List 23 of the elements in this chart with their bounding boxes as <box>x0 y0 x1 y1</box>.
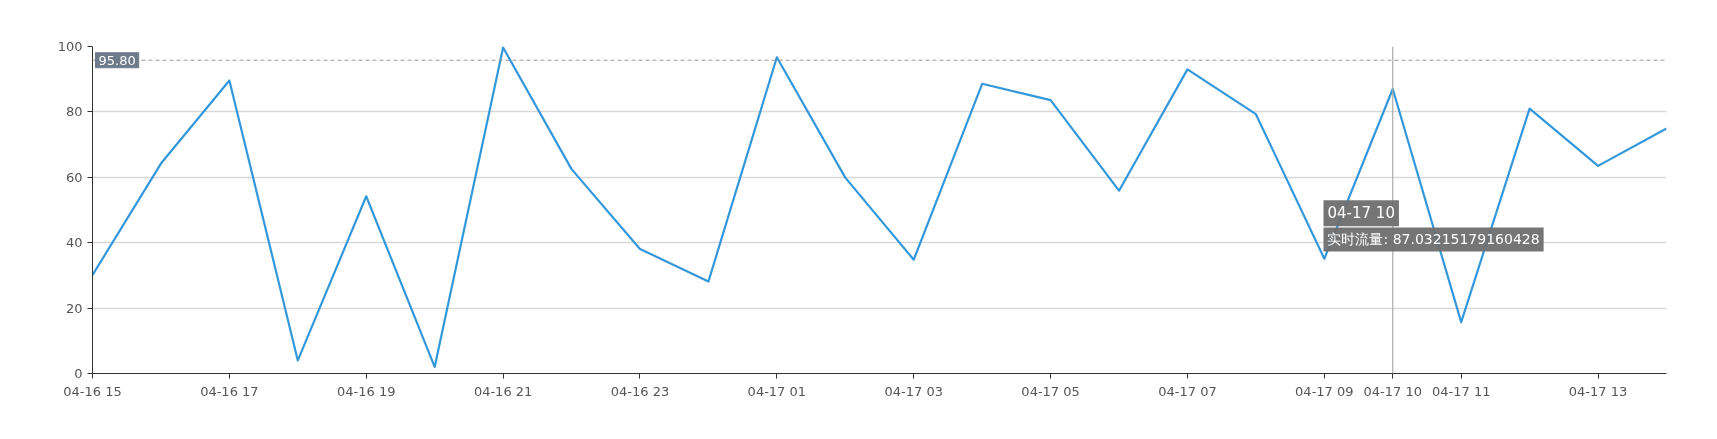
x-tick-label: 04-17 05 <box>1021 383 1080 399</box>
ref-line-label: 95.80 <box>98 52 136 68</box>
y-tick-label: 40 <box>65 235 83 251</box>
y-tick-label: 100 <box>57 39 83 54</box>
annotation: 实时流量: 87.03215179160428 <box>1327 231 1540 248</box>
x-tick-label: 04-17 11 <box>1431 383 1491 399</box>
annotation: 04-17 10 <box>1327 204 1395 223</box>
y-tick-label: 60 <box>65 169 83 185</box>
y-tick-label: 20 <box>65 300 83 316</box>
x-tick-label: 04-17 03 <box>884 383 943 399</box>
line-series <box>92 46 1667 369</box>
x-tick-label: 04-17 09 <box>1295 383 1354 399</box>
x-tick-label: 04-17 07 <box>1158 383 1217 399</box>
y-tick-label: 0 <box>74 366 83 381</box>
y-tick-label: 80 <box>65 104 83 120</box>
x-tick-label: 04-17 10 <box>1363 383 1422 399</box>
x-tick-label: 04-17 13 <box>1568 383 1628 399</box>
x-tick-label: 04-16 17 <box>200 383 259 399</box>
x-tick-label: 04-17 01 <box>747 383 807 399</box>
x-tick-label: 04-16 21 <box>473 383 533 399</box>
x-tick-label: 04-16 15 <box>63 383 122 399</box>
x-tick-label: 04-16 19 <box>337 383 396 399</box>
x-tick-label: 04-16 23 <box>610 383 670 399</box>
